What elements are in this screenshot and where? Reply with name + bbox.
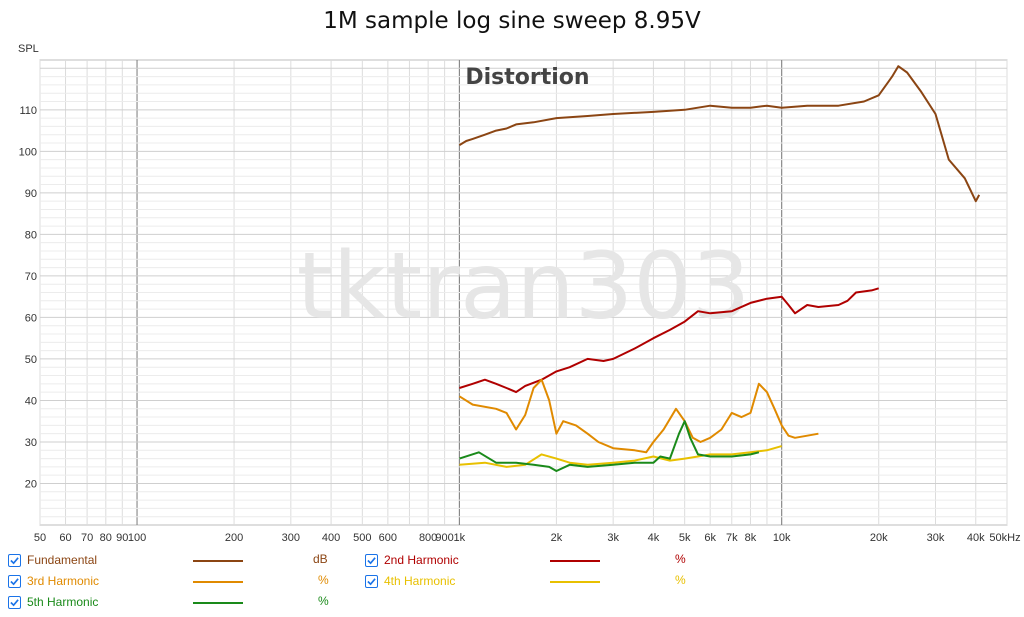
x-tick-label: 100 [128, 532, 146, 544]
x-tick-label: 300 [282, 532, 300, 544]
x-tick-label: 70 [81, 532, 93, 544]
annotation-label: Distortion [465, 65, 589, 90]
x-tick-label: 400 [322, 532, 340, 544]
y-tick-label: 110 [19, 105, 37, 117]
checkbox-icon[interactable] [8, 595, 21, 609]
y-axis-label: SPL [18, 43, 39, 55]
checkbox-icon[interactable] [8, 574, 21, 588]
x-tick-label: 5k [679, 532, 691, 544]
x-tick-label: 600 [379, 532, 397, 544]
legend-label: 4th Harmonic [384, 574, 456, 588]
legend-swatch [193, 581, 243, 583]
legend-item-4th-harmonic[interactable]: 4th Harmonic [365, 572, 455, 590]
x-tick-label: 500 [353, 532, 371, 544]
x-tick-label: 900 [435, 532, 453, 544]
legend-unit: % [318, 594, 329, 608]
checkbox-icon[interactable] [8, 553, 21, 567]
legend-label: 3rd Harmonic [27, 574, 100, 588]
y-tick-label: 70 [25, 271, 37, 283]
legend-swatch [193, 560, 243, 562]
x-tick-label: 800 [419, 532, 437, 544]
legend-item-3rd-harmonic[interactable]: 3rd Harmonic [8, 572, 99, 590]
x-tick-label: 10k [773, 532, 791, 544]
y-tick-label: 30 [25, 437, 37, 449]
legend-unit: % [675, 573, 686, 587]
legend-swatch [550, 581, 600, 583]
series-line-4th-harmonic [459, 445, 782, 468]
legend-item-5th-harmonic[interactable]: 5th Harmonic [8, 593, 98, 611]
legend-item-fundamental[interactable]: Fundamental [8, 551, 97, 569]
y-tick-label: 80 [25, 229, 37, 241]
y-tick-label: 50 [25, 354, 37, 366]
legend-swatch [193, 602, 243, 604]
series-line-5th-harmonic [459, 420, 760, 472]
x-tick-label: 30k [927, 532, 945, 544]
x-tick-label: 1k [454, 532, 466, 544]
x-tick-label: 200 [225, 532, 243, 544]
legend-label: 5th Harmonic [27, 595, 99, 609]
chart-title: 1M sample log sine sweep 8.95V [323, 8, 701, 34]
y-tick-label: 100 [19, 146, 37, 158]
legend-label: Fundamental [27, 553, 98, 567]
series-line-fundamental [458, 65, 981, 203]
x-tick-label: 4k [648, 532, 660, 544]
legend-unit: dB [313, 552, 328, 566]
legend-label: 2nd Harmonic [384, 553, 459, 567]
x-tick-label: 80 [100, 532, 112, 544]
legend-unit: % [318, 573, 329, 587]
y-tick-label: 60 [25, 312, 37, 324]
legend-unit: % [675, 552, 686, 566]
x-tick-label: 3k [607, 532, 619, 544]
watermark: tktran303 [297, 232, 751, 339]
y-tick-label: 90 [25, 188, 37, 200]
y-tick-label: 20 [25, 478, 37, 490]
x-tick-label: 8k [745, 532, 757, 544]
x-tick-label: 2k [551, 532, 563, 544]
legend-item-2nd-harmonic[interactable]: 2nd Harmonic [365, 551, 459, 569]
x-tick-label: 40k [967, 532, 985, 544]
checkbox-icon[interactable] [365, 553, 378, 567]
x-tick-label: 6k [704, 532, 716, 544]
legend-swatch [550, 560, 600, 562]
x-tick-label: 50kHz [989, 532, 1020, 544]
x-tick-label: 50 [34, 532, 46, 544]
x-tick-label: 7k [726, 532, 738, 544]
series-line-2nd-harmonic [459, 287, 879, 394]
x-tick-label: 20k [870, 532, 888, 544]
x-tick-label: 60 [59, 532, 71, 544]
series-line-3rd-harmonic [458, 378, 819, 454]
checkbox-icon[interactable] [365, 574, 378, 588]
y-tick-label: 40 [25, 395, 37, 407]
x-tick-label: 90 [116, 532, 128, 544]
